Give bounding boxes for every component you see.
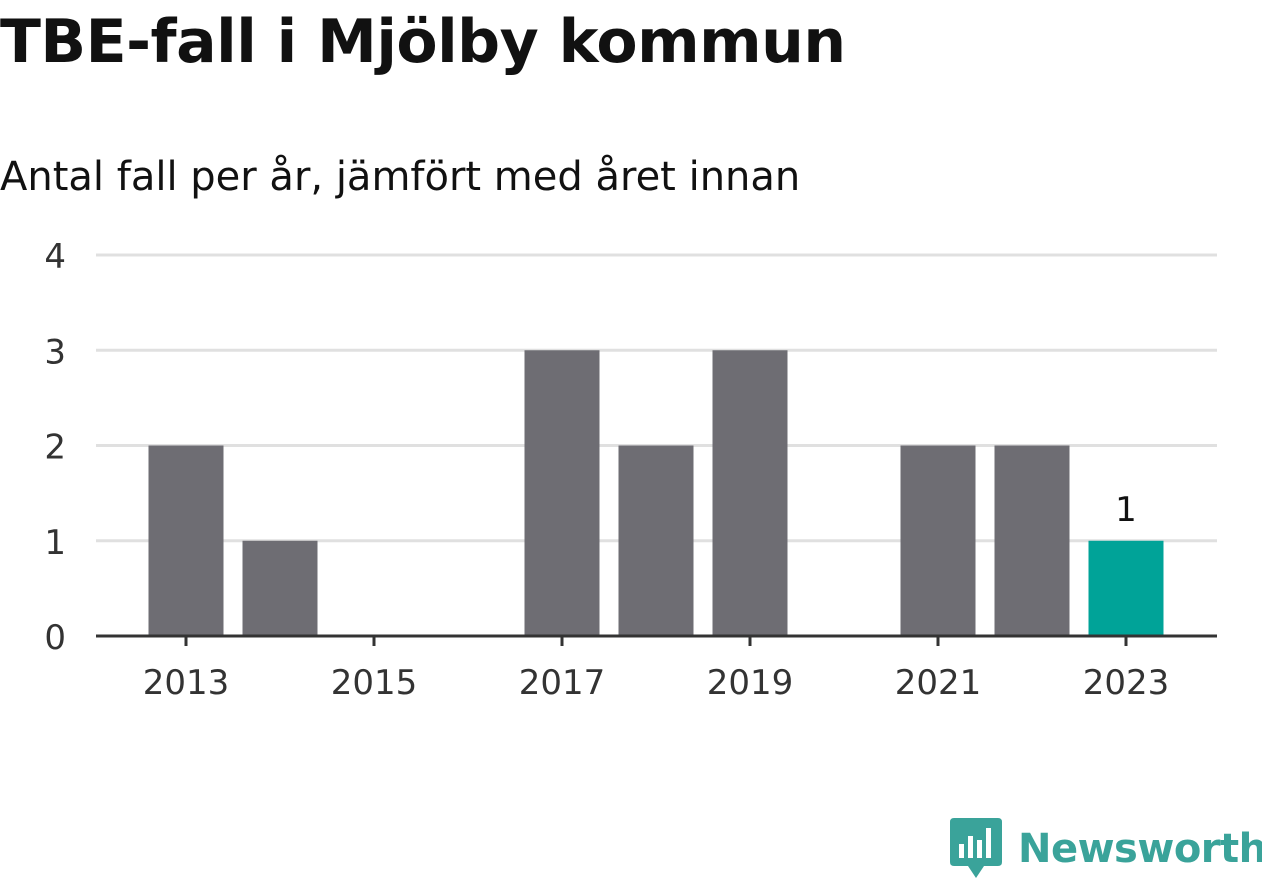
bar-2022 (994, 445, 1070, 636)
x-axis-tick-labels: 2013 2015 2017 2019 2021 2023 (143, 663, 1170, 703)
bar-2021 (900, 445, 976, 636)
x-tick-label: 2015 (331, 663, 418, 703)
chart-title: TBE-fall i Mjölby kommun (0, 7, 846, 77)
y-axis-tick-labels: 0 1 2 3 4 (44, 237, 66, 658)
bar-chart: 0 1 2 3 4 1 2013 2015 2017 2019 2021 2023 (44, 237, 1217, 703)
bar-2019 (712, 350, 788, 636)
y-tick-label: 1 (44, 523, 66, 563)
bars (148, 350, 1164, 636)
y-tick-label: 2 (44, 428, 66, 468)
bar-2018 (618, 445, 694, 636)
bar-2017 (524, 350, 600, 636)
x-tick-label: 2021 (895, 663, 982, 703)
y-tick-label: 3 (44, 332, 66, 372)
bar-2023 (1088, 540, 1164, 636)
data-labels: 1 (1115, 490, 1137, 530)
x-tick-label: 2023 (1083, 663, 1170, 703)
bar-2013 (148, 445, 224, 636)
newsworthy-logo: Newsworthy (950, 818, 1262, 880)
y-tick-label: 4 (44, 237, 66, 277)
x-tick-label: 2017 (519, 663, 606, 703)
y-tick-label: 0 (44, 618, 66, 658)
x-tick-label: 2019 (707, 663, 794, 703)
bar-2014 (242, 540, 318, 636)
chart-subtitle: Antal fall per år, jämfört med året inna… (0, 154, 801, 200)
brand-name: Newsworthy (1018, 826, 1262, 872)
x-tick-label: 2013 (143, 663, 230, 703)
data-label-2023: 1 (1115, 490, 1137, 530)
newsworthy-logo-icon (950, 818, 1002, 878)
x-axis (96, 634, 1217, 646)
